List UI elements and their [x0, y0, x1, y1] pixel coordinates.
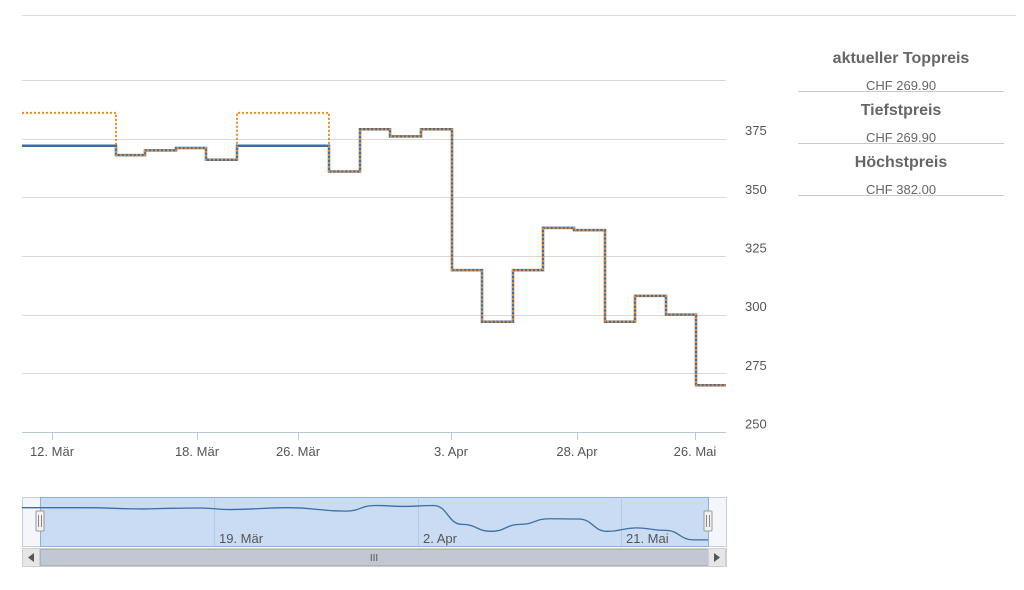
arrow-left-icon [28, 553, 34, 562]
y-tick-label: 250 [745, 417, 767, 432]
x-axis: 12. Mär 18. Mär 26. Mär 3. Apr 28. Apr 26. Ma… [22, 432, 726, 459]
arrow-right-icon [714, 553, 720, 562]
x-tick-label: 26. Mai [674, 444, 717, 459]
stat-label: Tiefstpreis [860, 102, 942, 119]
y-tick-label: 300 [745, 299, 767, 314]
y-tick-label: 275 [745, 358, 767, 373]
stat-highest-price: Höchstpreis CHF 382.00 [798, 144, 1004, 197]
navigator-overview-line [22, 504, 708, 541]
series-blue-line [22, 128, 726, 387]
stat-label: aktueller Toppreis [832, 50, 970, 67]
series-orange-dotted-line [22, 111, 726, 387]
stat-value: CHF 382.00 [865, 182, 937, 197]
x-tick-label: 28. Apr [556, 444, 598, 459]
navigator-tick-label: 2. Apr [423, 531, 458, 546]
y-tick-label: 325 [745, 241, 767, 256]
navigator-right-handle[interactable] [703, 510, 713, 532]
stat-value: CHF 269.90 [865, 130, 937, 145]
series-layer [22, 111, 726, 387]
stat-current-top-price: aktueller Toppreis CHF 269.90 [798, 40, 1004, 93]
y-tick-label: 375 [745, 123, 767, 138]
top-divider [22, 15, 1016, 16]
stat-lowest-price: Tiefstpreis CHF 269.90 [798, 92, 1004, 145]
stat-value: CHF 269.90 [865, 78, 937, 93]
navigator-tick-label: 21. Mai [626, 531, 669, 546]
x-tick-label: 26. Mär [276, 444, 321, 459]
scrollbar-grip: III [370, 553, 378, 564]
x-tick-label: 3. Apr [434, 444, 469, 459]
x-tick-label: 18. Mär [175, 444, 220, 459]
navigator-left-handle[interactable] [35, 510, 45, 532]
x-tick-label: 12. Mär [30, 444, 75, 459]
stat-label: Höchstpreis [854, 154, 948, 171]
navigator: 19. Mär 2. Apr 21. Mai III [22, 497, 727, 567]
price-stats-panel: aktueller Toppreis CHF 269.90 Tiefstprei… [798, 40, 1004, 197]
navigator-tick-label: 19. Mär [219, 531, 264, 546]
y-axis: 250 275 300 325 350 375 [745, 123, 767, 431]
y-tick-label: 350 [745, 182, 767, 197]
y-gridlines [22, 80, 726, 374]
